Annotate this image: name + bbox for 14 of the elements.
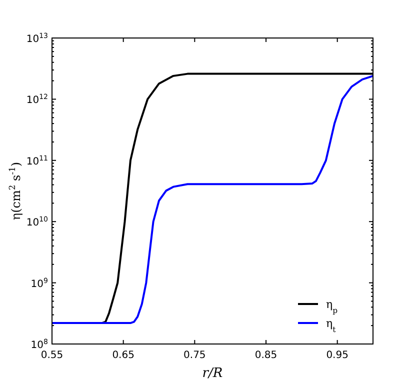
y-tick-label: 10$^{9}$: [30, 276, 48, 290]
x-tick-label: 0.75: [184, 350, 206, 361]
y-tick-label: 10$^{11}$: [26, 154, 48, 168]
legend-label: η$_{p}$: [326, 298, 338, 314]
legend-label: η$_{t}$: [326, 317, 337, 334]
y-tick-label: 10$^{12}$: [26, 93, 48, 106]
x-axis-title: r/R: [202, 366, 223, 381]
x-tick-label: 0.65: [112, 350, 134, 361]
x-tick-label: 0.85: [254, 350, 278, 361]
x-tick-label: 0.55: [40, 350, 64, 361]
x-tick-label: 0.95: [326, 350, 348, 361]
y-tick-label: 10$^{8}$: [30, 338, 48, 351]
y-tick-label: 10$^{10}$: [26, 216, 48, 229]
y-tick-label: 10$^{13}$: [26, 32, 48, 45]
